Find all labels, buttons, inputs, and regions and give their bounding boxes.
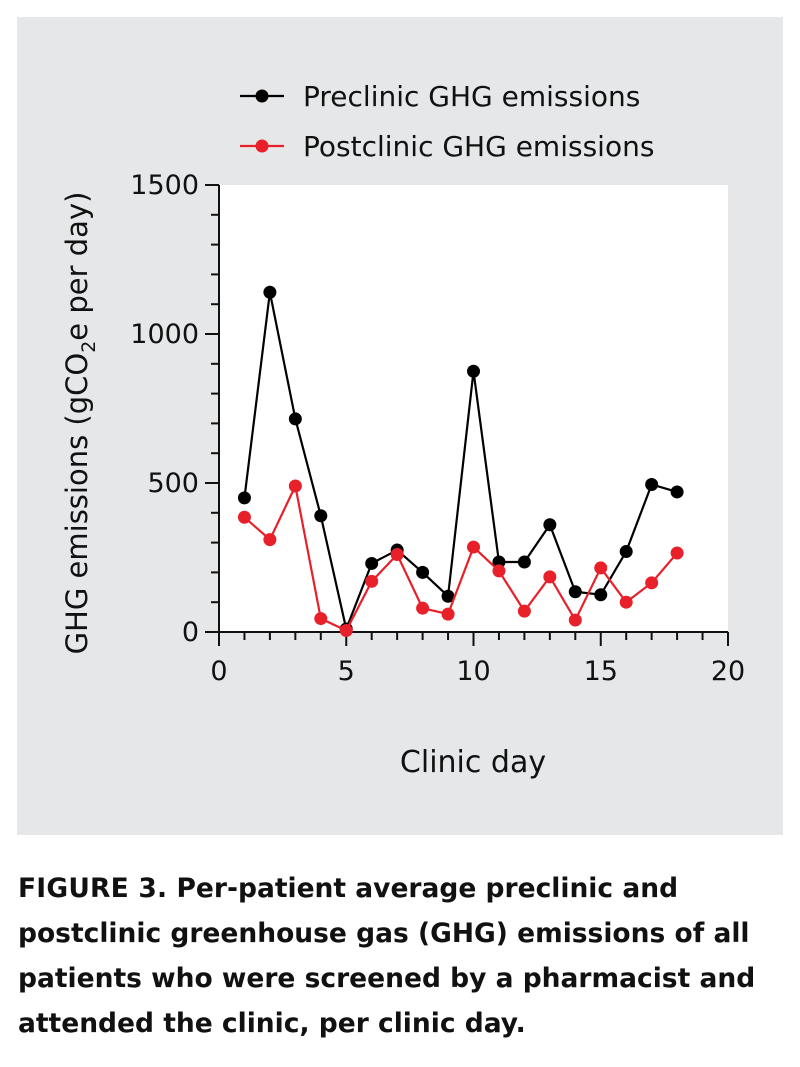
legend-item: Postclinic GHG emissions <box>240 130 654 163</box>
data-point <box>288 412 302 426</box>
caption-text: Per-patient average preclinic and postcl… <box>18 873 756 1039</box>
data-point <box>517 604 531 618</box>
data-point <box>365 574 379 588</box>
data-point <box>670 485 684 499</box>
series-line <box>243 292 678 633</box>
line-chart: Preclinic GHG emissions Postclinic GHG em… <box>60 80 745 780</box>
data-point <box>263 533 277 547</box>
axes: 0 5 10 15 20 0 500 1000 1500 <box>130 170 745 687</box>
figure-panel: Preclinic GHG emissions Postclinic GHG em… <box>17 17 783 835</box>
y-axis-label-subscript: 2 <box>78 341 100 353</box>
data-point <box>594 561 608 575</box>
data-point <box>492 555 506 569</box>
figure-label: FIGURE 3. <box>18 873 168 904</box>
x-tick-label: 10 <box>456 656 490 687</box>
x-tick-label: 20 <box>711 656 745 687</box>
data-point <box>263 285 277 299</box>
data-point <box>237 510 251 524</box>
data-point <box>619 545 633 559</box>
y-axis-label-rest: e per day) <box>60 192 94 341</box>
y-tick-label: 500 <box>147 468 199 499</box>
legend-item: Preclinic GHG emissions <box>240 80 640 113</box>
y-tick-label: 1500 <box>130 170 199 201</box>
data-point <box>467 540 480 554</box>
x-tick-label: 5 <box>338 656 355 687</box>
series-postclinic <box>237 479 684 638</box>
y-axis-label-main: GHG emissions (gCO <box>60 353 94 655</box>
data-point <box>619 595 633 609</box>
data-point <box>568 585 582 599</box>
data-point <box>339 624 353 638</box>
data-point <box>543 518 557 532</box>
data-point <box>645 576 659 590</box>
y-tick-label: 0 <box>182 617 199 648</box>
x-tick-label: 15 <box>584 656 618 687</box>
legend-label: Postclinic GHG emissions <box>303 130 654 163</box>
series-line <box>243 482 678 632</box>
data-point <box>237 491 251 505</box>
figure-caption: FIGURE 3. Per-patient average preclinic … <box>18 866 788 1046</box>
x-tick-label: 0 <box>210 656 227 687</box>
data-point <box>645 477 659 491</box>
data-point <box>441 589 455 603</box>
y-tick-label: 1000 <box>130 319 199 350</box>
legend: Preclinic GHG emissions Postclinic GHG em… <box>240 80 654 163</box>
series-preclinic <box>237 285 684 636</box>
data-point <box>670 546 684 560</box>
legend-marker <box>255 139 269 153</box>
x-axis-label: Clinic day <box>400 745 546 780</box>
data-point <box>517 555 531 569</box>
data-point <box>441 607 455 621</box>
data-point <box>365 556 379 570</box>
data-point <box>416 565 430 579</box>
data-point <box>314 509 328 523</box>
data-point <box>390 548 404 562</box>
data-point <box>568 613 582 627</box>
legend-label: Preclinic GHG emissions <box>303 80 640 113</box>
data-point <box>467 364 480 378</box>
legend-marker <box>255 89 269 103</box>
data-point <box>314 612 328 626</box>
y-axis-label: GHG emissions (gCO2e per day) <box>60 192 100 655</box>
data-point <box>594 588 608 602</box>
data-point <box>288 479 302 493</box>
plot-area <box>219 185 728 632</box>
series-layer <box>237 285 684 638</box>
data-point <box>416 601 430 615</box>
data-point <box>543 570 557 584</box>
data-point <box>492 564 506 578</box>
